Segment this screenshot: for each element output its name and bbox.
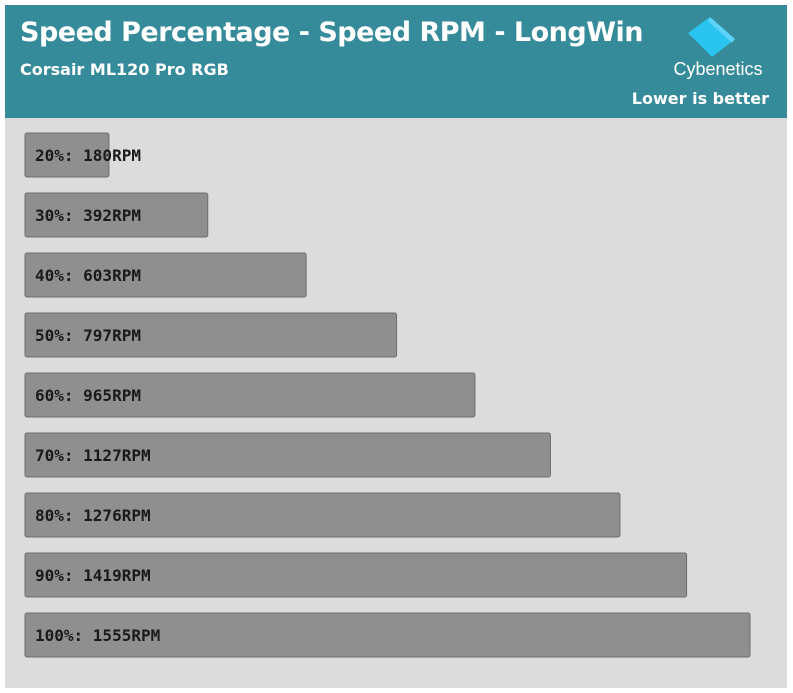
bar-90pct — [24, 552, 688, 598]
lower-is-better-note: Lower is better — [631, 89, 769, 108]
bar-80pct — [24, 492, 621, 538]
bar-60pct — [24, 372, 476, 418]
cybenetics-logo-icon — [688, 17, 735, 57]
bar-50pct — [24, 312, 398, 358]
bar-label-30pct: 30%: 392RPM — [35, 206, 141, 225]
bar-label-50pct: 50%: 797RPM — [35, 326, 141, 345]
bar-label-80pct: 80%: 1276RPM — [35, 506, 151, 525]
bar-70pct — [24, 432, 551, 478]
bar-40pct — [24, 252, 307, 298]
bar-100pct — [24, 612, 751, 658]
bar-label-60pct: 60%: 965RPM — [35, 386, 141, 405]
bar-20pct — [24, 132, 110, 178]
bar-30pct — [24, 192, 209, 238]
brand-name: Cybenetics — [673, 59, 763, 79]
chart-subtitle: Corsair ML120 Pro RGB — [20, 60, 229, 79]
bar-label-70pct: 70%: 1127RPM — [35, 446, 151, 465]
bar-label-40pct: 40%: 603RPM — [35, 266, 141, 285]
bar-label-90pct: 90%: 1419RPM — [35, 566, 151, 585]
chart-header: Speed Percentage - Speed RPM - LongWin C… — [5, 5, 787, 118]
bar-label-100pct: 100%: 1555RPM — [35, 626, 160, 645]
bar-label-20pct: 20%: 180RPM — [35, 146, 141, 165]
chart-title: Speed Percentage - Speed RPM - LongWin — [20, 17, 644, 48]
